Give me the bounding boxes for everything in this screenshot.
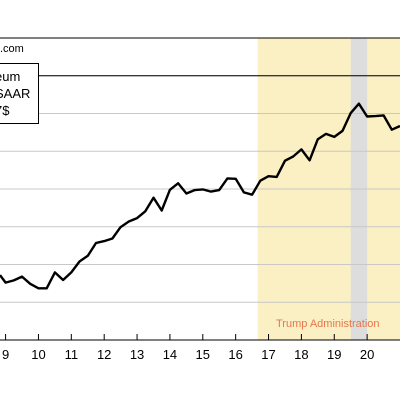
- legend-box: eum SAAR 7$: [0, 63, 39, 124]
- x-tick-label-1: 10: [31, 347, 45, 362]
- legend-line-2: SAAR: [0, 86, 31, 101]
- x-tick-label-10: 19: [327, 347, 341, 362]
- plot-frame: [0, 37, 400, 341]
- x-tick-label-8: 17: [261, 347, 275, 362]
- x-tick-label-5: 14: [163, 347, 177, 362]
- data-points: [0, 103, 400, 289]
- x-tick-label-11: 20: [360, 347, 374, 362]
- x-tick-label-9: 18: [294, 347, 308, 362]
- x-tick-label-3: 12: [97, 347, 111, 362]
- x-tick-label-2: 11: [65, 347, 79, 362]
- x-tick-label-6: 15: [196, 347, 210, 362]
- legend-line-1: eum: [0, 69, 21, 84]
- x-tick-label-0: 9: [2, 347, 9, 362]
- source-label: .com: [0, 43, 24, 55]
- x-tick-label-7: 16: [228, 347, 242, 362]
- series-line: [0, 102, 400, 290]
- annotation-label: Trump Administration: [276, 318, 380, 330]
- legend-line-3: 7$: [0, 103, 10, 118]
- x-tick-label-4: 13: [130, 347, 144, 362]
- x-axis: 9 10 11 12 13 14 15 16 17 18 19 20: [2, 334, 374, 362]
